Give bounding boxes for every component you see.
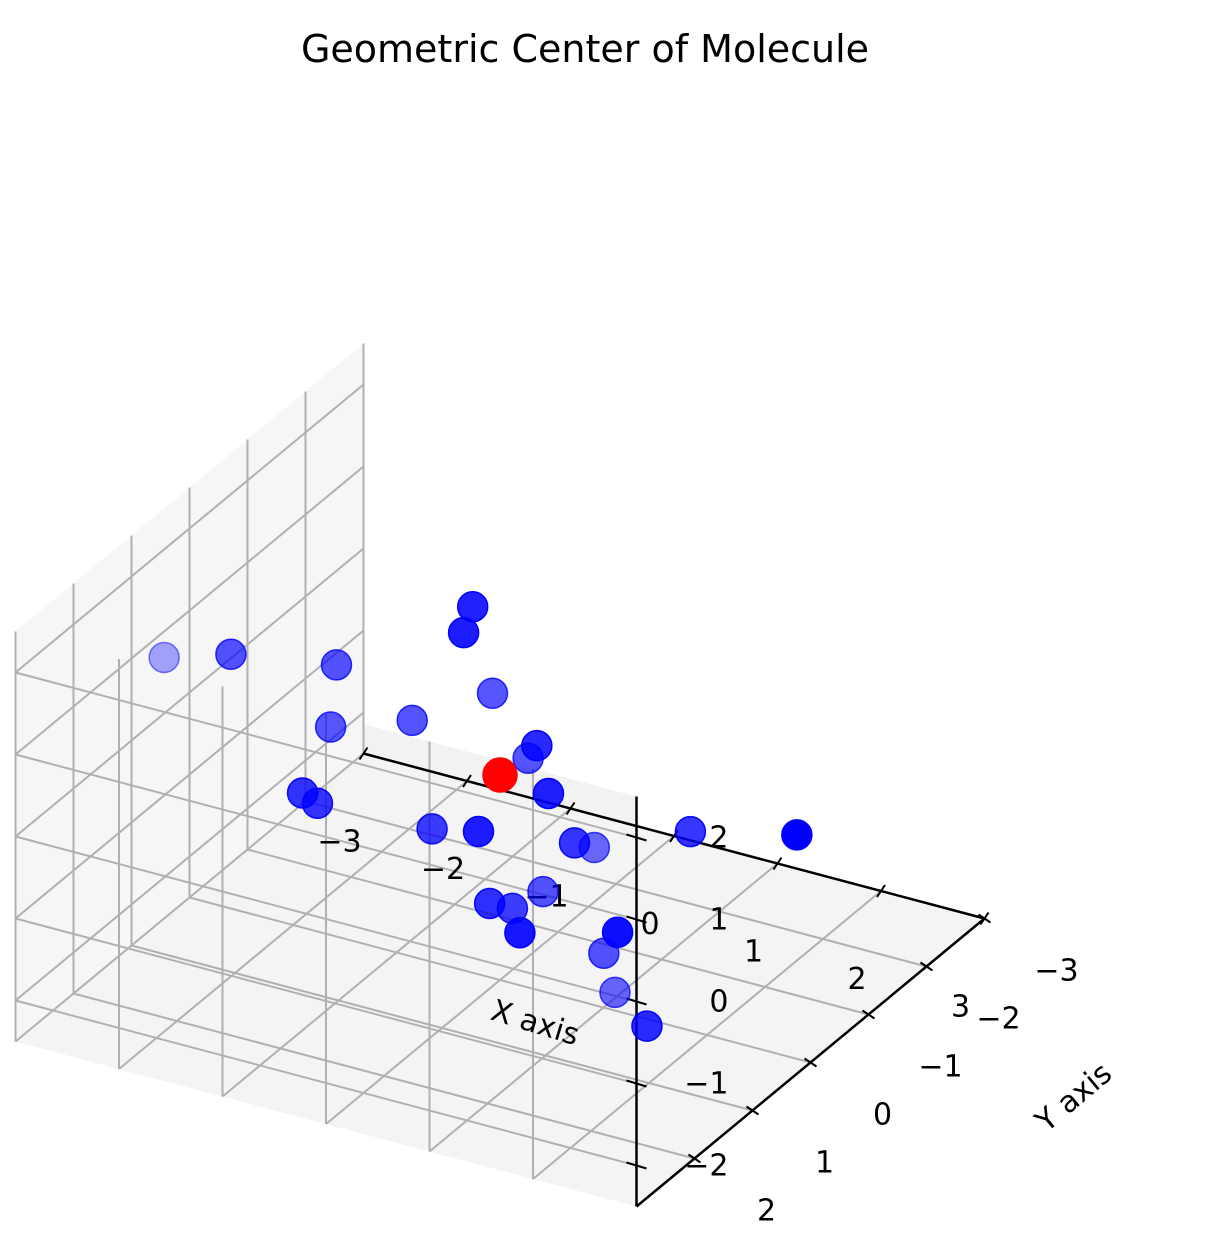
x-tick-label: 2 xyxy=(847,962,866,997)
grid-line xyxy=(305,800,927,968)
y-axis-label: Y axis xyxy=(1028,1056,1119,1140)
grid-line xyxy=(73,992,695,1160)
atom-point xyxy=(396,704,428,737)
atom-point xyxy=(674,815,707,848)
grid-line xyxy=(15,671,637,839)
z-tick-label: −2 xyxy=(684,1149,728,1184)
atom-point xyxy=(314,711,347,743)
grid-line xyxy=(15,917,637,1085)
atom-point xyxy=(447,616,480,649)
atom-point xyxy=(148,641,180,674)
y-tick-label: 1 xyxy=(815,1146,834,1181)
atom-point xyxy=(527,875,559,908)
x-tick-label: 1 xyxy=(744,935,763,970)
grid-line xyxy=(15,835,637,1003)
atom-point xyxy=(462,815,495,848)
atom-point xyxy=(631,1010,663,1042)
x-tick-label: 3 xyxy=(951,990,970,1025)
grid-line xyxy=(15,999,637,1167)
atom-point xyxy=(215,638,247,671)
grid-line xyxy=(247,848,869,1016)
z-tick xyxy=(626,915,647,924)
y-tick-label: 2 xyxy=(757,1194,776,1229)
grid-line xyxy=(14,547,365,838)
x-tick-label: 0 xyxy=(640,907,659,942)
z-tick-label: 1 xyxy=(709,903,728,938)
z-tick xyxy=(626,833,647,842)
grid-line xyxy=(14,711,365,1002)
x-tick xyxy=(462,774,472,788)
z-tick-label: −1 xyxy=(684,1067,728,1102)
grid-line xyxy=(14,465,365,756)
grid-line xyxy=(189,896,811,1064)
z-tick xyxy=(626,997,647,1006)
atom-point xyxy=(476,677,509,710)
center-point xyxy=(482,757,518,793)
x-tick-label: −3 xyxy=(317,825,361,860)
y-tick-label: −1 xyxy=(918,1050,962,1085)
x-tick xyxy=(565,801,576,816)
atom-point xyxy=(473,887,506,920)
atom-point xyxy=(504,916,536,949)
grid-line xyxy=(131,944,753,1112)
z-tick-label: 0 xyxy=(709,985,728,1020)
y-tick-label: −2 xyxy=(976,1002,1020,1037)
z-tick xyxy=(626,1079,647,1088)
atom-point xyxy=(601,916,634,948)
atom-point xyxy=(532,777,565,810)
chart-title: Geometric Center of Molecule xyxy=(301,27,869,71)
y-tick xyxy=(745,1105,760,1116)
y-tick-label: 0 xyxy=(873,1098,892,1133)
y-tick xyxy=(919,961,934,972)
atom-point xyxy=(599,976,631,1009)
x-tick xyxy=(358,746,369,761)
y-tick xyxy=(861,1009,876,1020)
y-tick xyxy=(977,913,992,924)
atom-point xyxy=(781,819,813,851)
atom-point xyxy=(320,649,353,681)
grid-line xyxy=(14,629,365,920)
x-tick xyxy=(772,856,783,871)
atom-point xyxy=(521,729,553,762)
x-tick xyxy=(876,884,886,898)
y-tick xyxy=(803,1057,818,1068)
z-tick xyxy=(626,1161,647,1170)
z-tick-label: 2 xyxy=(709,821,728,856)
y-tick-label: −3 xyxy=(1034,954,1078,989)
atom-point xyxy=(558,827,591,859)
atom-point xyxy=(286,777,319,809)
x-tick-label: −2 xyxy=(421,852,465,887)
y-tick xyxy=(687,1153,702,1164)
atom-point xyxy=(416,813,448,845)
grid-line xyxy=(14,383,365,674)
